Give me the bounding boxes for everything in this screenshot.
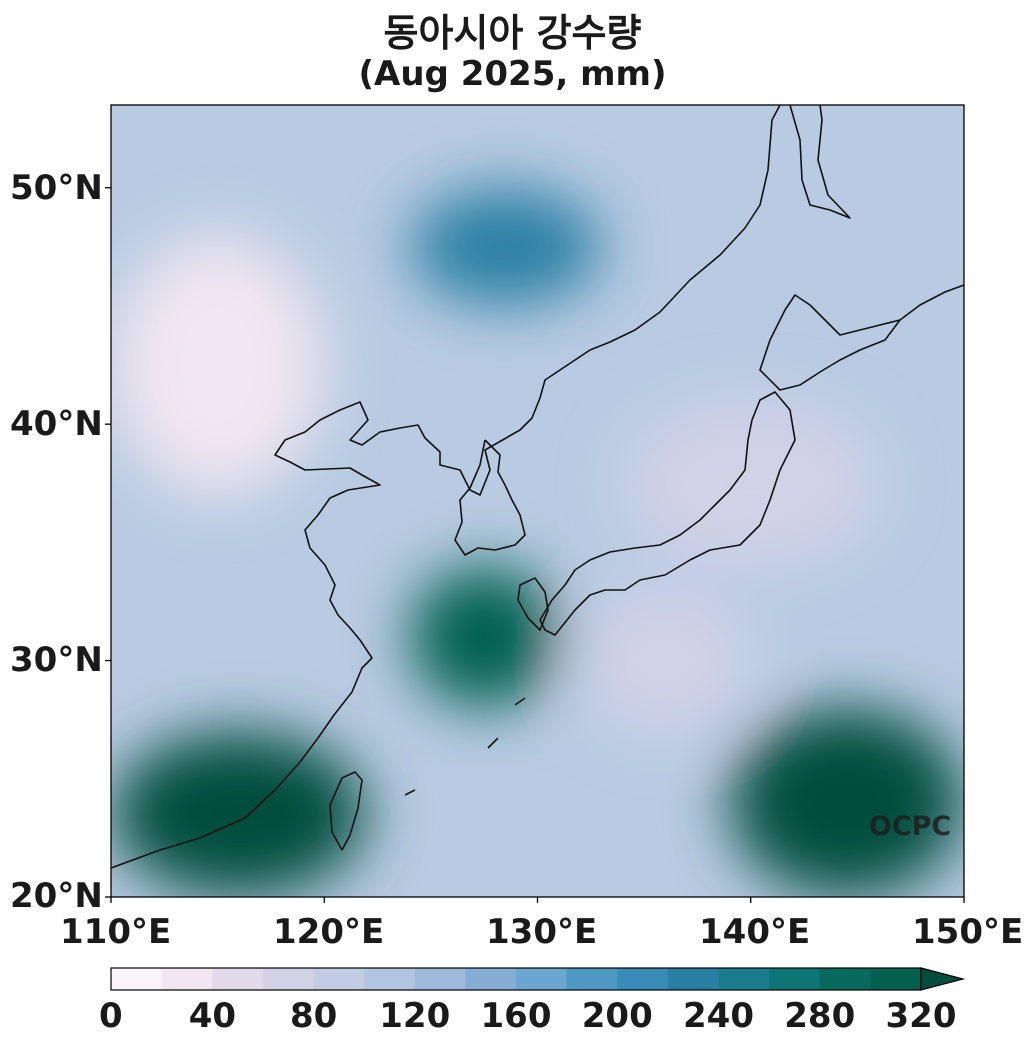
colorbar [110, 967, 966, 991]
taiwan-coastline [329, 771, 363, 851]
colorbar-segment [516, 968, 568, 990]
colorbar-frame [110, 967, 922, 991]
lon-label-130: 130°E [486, 912, 598, 952]
colorbar-segment [364, 968, 416, 990]
precipitation-field [111, 187, 964, 897]
precip-region-east-sea-to-honshu [622, 400, 879, 567]
colorbar-tick-label: 120 [379, 996, 451, 1036]
coastlines [111, 105, 964, 869]
colorbar-tick-label: 0 [99, 996, 123, 1036]
colorbar-tick-label: 80 [290, 996, 338, 1036]
lon-label-110: 110°E [60, 912, 172, 952]
colorbar-segment [262, 968, 315, 990]
colorbar-tick-label: 320 [885, 996, 957, 1036]
lon-label-140: 140°E [699, 912, 811, 952]
precip-region-korea-strait [409, 566, 559, 708]
colorbar-segment [465, 968, 517, 990]
colorbar-segment [161, 968, 213, 990]
colorbar-tick-label: 280 [784, 996, 856, 1036]
precip-region-south-japan-sea [580, 589, 751, 732]
colorbar-segment [870, 968, 922, 990]
precip-region-northwest-dry [111, 235, 325, 496]
precip-region-philippine-sea-east [729, 707, 964, 897]
map-subtitle: (Aug 2025, mm) [358, 54, 667, 94]
sakhalin-coastline [789, 105, 851, 219]
precip-region-south-china-coast [111, 731, 367, 897]
colorbar-tick-label: 40 [188, 996, 237, 1036]
precip-region-northeast-china [409, 187, 602, 306]
colorbar-segment [566, 968, 618, 990]
colorbar-segment [617, 968, 669, 990]
honshu-coastline [539, 391, 796, 636]
lon-label-120: 120°E [273, 912, 385, 952]
korea-coastline [454, 439, 526, 556]
ocpc-watermark: OCPC [869, 811, 951, 842]
colorbar-segment [414, 968, 466, 990]
colorbar-segment [819, 968, 871, 990]
lat-label-20: 20°N [10, 876, 103, 916]
map-title: 동아시아 강수량 [383, 11, 642, 55]
colorbar-tick-label: 160 [480, 996, 552, 1036]
map-panel: OCPC [111, 105, 964, 897]
colorbar-segment [111, 968, 163, 990]
colorbar-segment [212, 968, 264, 990]
colorbar-extend-arrow [920, 967, 966, 991]
colorbar-segment [313, 968, 365, 990]
lat-label-40: 40°N [10, 404, 103, 444]
lat-label-30: 30°N [10, 640, 103, 680]
colorbar-tick-label: 200 [581, 996, 653, 1036]
china-coastline [111, 105, 781, 869]
kyushu-coastline [517, 577, 549, 631]
lon-label-150: 150°E [912, 912, 1024, 952]
hokkaido-coastline [759, 294, 901, 391]
lat-label-50: 50°N [10, 168, 103, 208]
colorbar-segment [769, 968, 821, 990]
colorbar-tick-label: 240 [683, 996, 754, 1036]
colorbar-segment [718, 968, 770, 990]
colorbar-segment [667, 968, 720, 990]
kuril-coastline [899, 284, 964, 321]
axis-ticks [105, 187, 965, 903]
ryukyu-coastline [404, 697, 526, 796]
